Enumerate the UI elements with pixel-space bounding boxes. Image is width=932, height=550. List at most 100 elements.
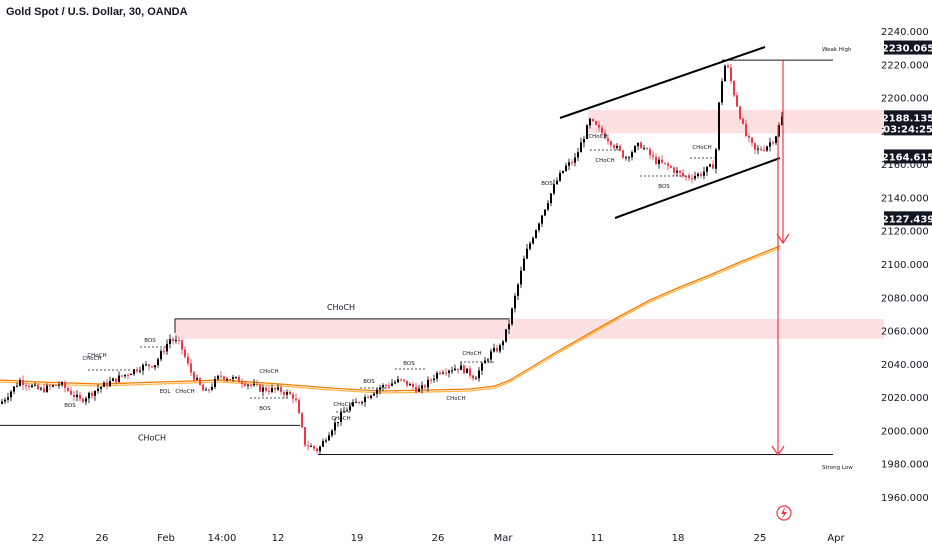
candle-body [130, 374, 132, 376]
candle-body [109, 381, 111, 386]
candle-body [520, 270, 522, 285]
candle-body [673, 167, 675, 173]
choch-jan-label: CHoCH [138, 433, 166, 442]
candle-body [97, 388, 99, 391]
candle-body [775, 136, 777, 143]
candle-body [217, 375, 219, 379]
x-tick-label: 18 [672, 533, 685, 544]
candle-body [211, 387, 213, 390]
candle-body [64, 382, 66, 389]
y-tick-label: 2200.000 [881, 94, 929, 105]
candle-body [538, 223, 540, 231]
candle-body [172, 339, 174, 341]
candle-body [187, 356, 189, 364]
structure-marker-label: BOS [144, 338, 156, 344]
candle-body [40, 388, 42, 390]
candle-body [625, 157, 627, 159]
candle-body [472, 375, 474, 379]
structure-marker-label: CHoCH [462, 351, 481, 357]
candle-body [355, 401, 357, 403]
candle-body [322, 441, 324, 447]
candle-body [436, 372, 438, 379]
candle-body [274, 387, 276, 390]
candle-body [457, 368, 459, 370]
candle-body [262, 387, 264, 392]
candle-body [505, 329, 507, 342]
y-tick-label: 2120.000 [881, 227, 929, 238]
candle-body [229, 378, 231, 380]
candle-body [361, 402, 363, 404]
candle-body [367, 396, 369, 398]
candle-body [487, 359, 489, 361]
y-tick-label: 2220.000 [881, 60, 929, 71]
candle-body [253, 383, 255, 386]
candle-body [154, 365, 156, 368]
candle-body [652, 155, 654, 157]
candle-body [703, 171, 705, 176]
candle-body [679, 170, 681, 173]
candle-body [649, 149, 651, 156]
candle-body [307, 445, 309, 447]
candle-body [694, 175, 696, 179]
candle-body [235, 376, 237, 378]
candle-body [433, 378, 435, 381]
structure-marker-label: BOS [541, 181, 553, 187]
candle-body [598, 124, 600, 128]
candle-body [442, 372, 444, 374]
candle-body [460, 365, 462, 370]
x-tick-label: 26 [432, 533, 445, 544]
candle-body [466, 368, 468, 374]
candle-body [190, 363, 192, 373]
candle-body [184, 349, 186, 357]
candle-body [469, 368, 471, 376]
candle-body [658, 159, 660, 164]
candle-body [688, 176, 690, 178]
candle-body [745, 123, 747, 137]
candle-body [169, 339, 171, 344]
candle-body [739, 106, 741, 120]
candle-body [475, 378, 477, 380]
y-tick-label: 1960.000 [881, 493, 929, 504]
moving-average-line [0, 245, 781, 392]
price-tag-label: 2230.065 [882, 44, 932, 55]
candle-body [586, 125, 588, 139]
y-tick-label: 2040.000 [881, 360, 929, 371]
candle-body [301, 413, 303, 428]
candle-body [160, 351, 162, 360]
candle-body [298, 400, 300, 414]
candle-body [490, 351, 492, 360]
candle-body [136, 369, 138, 372]
candle-body [448, 370, 450, 373]
candle-body [541, 215, 543, 224]
candle-body [700, 173, 702, 176]
candle-body [151, 366, 153, 368]
lightning-icon[interactable] [776, 505, 792, 521]
candle-body [634, 146, 636, 153]
strong-low-label: Strong Low [822, 465, 853, 471]
weak-high-label: Weak High [822, 47, 852, 53]
candle-body [661, 159, 663, 163]
candle-body [373, 393, 375, 396]
candle-body [43, 388, 45, 392]
candle-body [112, 378, 114, 382]
candle-body [496, 348, 498, 352]
candle-body [388, 385, 390, 387]
candle-body [601, 127, 603, 134]
candle-body [352, 402, 354, 407]
candle-body [445, 372, 447, 374]
x-tick-label: 12 [272, 533, 285, 544]
candle-body [247, 384, 249, 386]
x-tick-label: 19 [351, 533, 364, 544]
x-tick-label: Mar [494, 533, 514, 544]
candle-body [31, 385, 33, 388]
candle-body [547, 203, 549, 210]
candle-body [85, 398, 87, 402]
candle-body [376, 389, 378, 394]
structure-marker-label: CHoCH [175, 389, 194, 395]
candle-body [637, 142, 639, 147]
candle-body [553, 184, 555, 194]
candle-body [25, 384, 27, 387]
candle-body [304, 427, 306, 446]
